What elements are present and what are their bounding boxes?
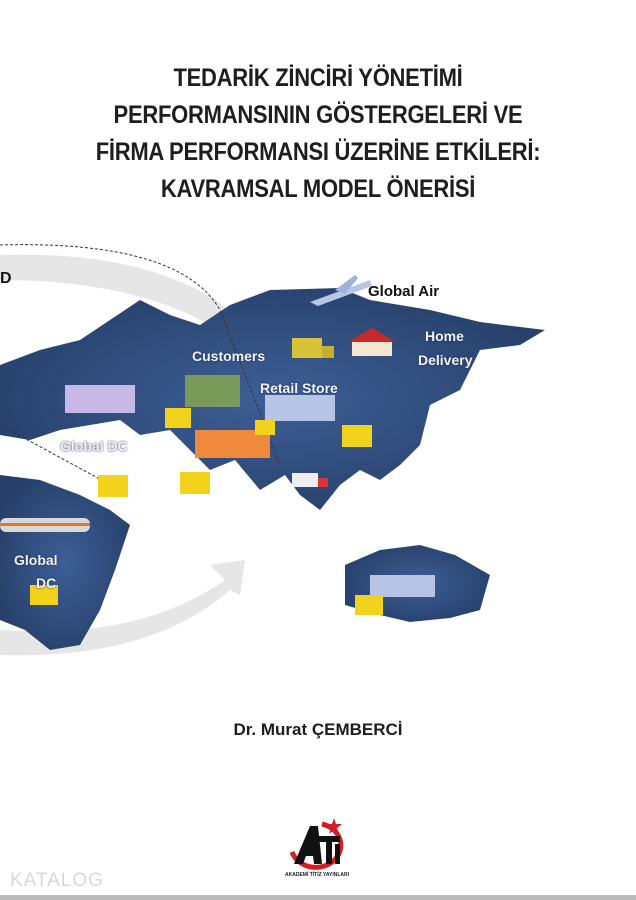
boxes-icon — [30, 408, 383, 615]
people-group-icon — [185, 375, 240, 407]
title-line: PERFORMANSININ GÖSTERGELERİ VE — [113, 101, 523, 129]
map-label-delivery: Delivery — [418, 352, 473, 368]
dashed-route — [0, 244, 281, 466]
warehouse-icon — [65, 385, 135, 413]
map-label-customers: Customers — [192, 348, 266, 364]
airplane-icon — [310, 275, 372, 306]
dashed-route — [0, 424, 121, 491]
retail-store-icon — [265, 395, 335, 421]
world-map-illustration — [0, 244, 545, 656]
book-title: TEDARİK ZİNCİRİ YÖNETİMİ PERFORMANSININ … — [0, 60, 636, 208]
publisher-name: AKADEMİ TİTİZ YAYINLARI — [285, 872, 349, 878]
truck-icon — [292, 473, 328, 487]
map-label-global-air: Global Air — [368, 283, 440, 300]
map-label-global: Global — [14, 552, 58, 568]
title-line: KAVRAMSAL MODEL ÖNERİSİ — [160, 175, 476, 203]
title-line: FİRMA PERFORMANSI ÜZERİNE ETKİLERİ: — [95, 138, 541, 166]
author-name: Dr. Murat ÇEMBERCİ — [233, 720, 403, 739]
train-icon — [0, 518, 90, 532]
map-label: D — [0, 270, 12, 287]
bottom-edge — [0, 895, 636, 900]
title-line: TEDARİK ZİNCİRİ YÖNETİMİ — [173, 64, 463, 92]
delivery-truck-icon — [292, 338, 334, 358]
publisher-logo — [289, 818, 344, 870]
map-label-retail-store: Retail Store — [260, 380, 338, 396]
watermark: KATALOG — [10, 870, 104, 891]
map-label-dc: DC — [36, 575, 57, 591]
curved-arrow — [0, 254, 230, 325]
map-label-home: Home — [425, 328, 464, 344]
retail-store-icon — [370, 575, 435, 597]
house-icon — [348, 328, 396, 356]
map-label-global-dc: Global DC — [60, 438, 128, 454]
supply-chain-map: D Global Air Customers Home Delivery Ret… — [0, 230, 636, 680]
